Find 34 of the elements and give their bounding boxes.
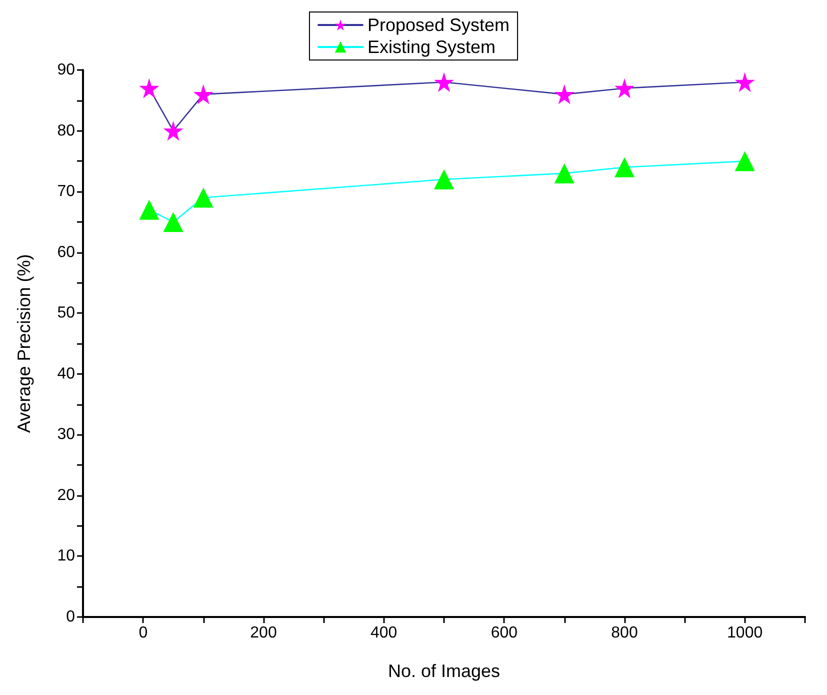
point <box>554 163 574 184</box>
point <box>734 72 755 92</box>
y-tick-label: 40 <box>57 365 76 382</box>
legend-label: Existing System <box>367 37 496 57</box>
point <box>163 212 184 232</box>
y-tick-label: 70 <box>57 183 76 200</box>
x-tick-label: 400 <box>370 624 398 642</box>
x-tick-label: 800 <box>611 624 638 642</box>
legend-label: Proposed System <box>367 15 510 35</box>
y-tick-label: 20 <box>57 486 76 504</box>
point <box>139 200 160 220</box>
point <box>434 169 454 190</box>
x-axis-title: No. of Images <box>388 661 500 681</box>
x-tick-label: 200 <box>250 624 277 642</box>
y-axis-title: Average Precision (%) <box>14 254 34 433</box>
point <box>434 72 454 92</box>
point <box>193 84 214 104</box>
y-tick-label: 80 <box>57 122 76 140</box>
x-tick-label: 600 <box>490 624 518 642</box>
y-tick-label: 60 <box>57 244 76 261</box>
y-tick-label: 0 <box>66 608 76 626</box>
x-tick-label: 1000 <box>727 624 763 642</box>
point <box>734 151 755 172</box>
point <box>163 120 184 141</box>
y-tick-label: 30 <box>57 426 76 444</box>
point <box>193 188 214 208</box>
point <box>614 78 634 98</box>
y-tick-label: 10 <box>57 548 76 565</box>
y-tick-label: 90 <box>57 62 76 78</box>
point <box>554 84 574 104</box>
x-tick-label: 0 <box>138 624 148 642</box>
y-tick-label: 50 <box>57 304 76 322</box>
point <box>139 78 160 98</box>
point <box>614 157 634 178</box>
